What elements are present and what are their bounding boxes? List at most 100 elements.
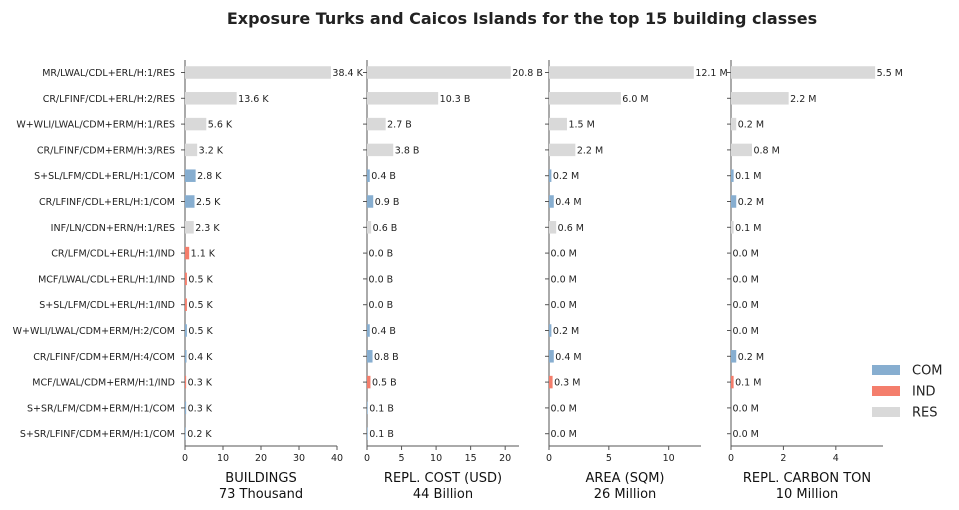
bar [731, 66, 876, 79]
legend: COM IND RES [872, 364, 943, 421]
bar [549, 350, 554, 363]
data-label: 0.5 K [188, 300, 213, 311]
category-label: CR/LFINF/CDL+ERL/H:1/COM [39, 197, 175, 208]
category-labels: MR/LWAL/CDL+ERL/H:1/RES CR/LFINF/CDL+ERL/… [13, 68, 175, 440]
bar [549, 92, 621, 105]
panel-1: 0 10 20 30 40 38.4 K 13.6 K 5.6 K 3.2 K 2.8 K 2.5 … [181, 60, 364, 502]
bar [367, 221, 372, 234]
bar [367, 324, 370, 337]
data-label: 0.0 B [369, 249, 394, 260]
bar [367, 117, 386, 131]
data-label: 5.6 K [208, 120, 233, 131]
bar [731, 350, 737, 363]
category-label: CR/LFINF/CDL+ERL/H:2/RES [43, 94, 175, 105]
x-tick-label: 0 [728, 453, 734, 464]
bar [549, 169, 552, 182]
x-axis-label: BUILDINGS [225, 471, 296, 486]
data-label: 0.6 M [558, 223, 584, 234]
bar [185, 117, 207, 131]
data-label: 0.9 B [375, 197, 400, 208]
bar [549, 375, 553, 389]
data-label: 20.8 B [512, 68, 543, 79]
legend-label-res: RES [912, 406, 938, 421]
data-label: 12.1 M [695, 68, 727, 79]
legend-label-com: COM [912, 364, 943, 379]
bar [367, 92, 439, 105]
bar [185, 169, 196, 182]
data-label: 0.3 M [554, 378, 580, 389]
bar [367, 195, 374, 208]
bar [549, 66, 694, 79]
x-tick-label: 15 [465, 453, 477, 464]
data-label: 0.6 B [373, 223, 398, 234]
x-tick-label: 4 [833, 453, 839, 464]
data-label: 0.2 M [738, 352, 764, 363]
data-label: 0.2 M [553, 326, 579, 337]
data-label: 0.0 M [551, 429, 577, 440]
data-label: 0.4 M [555, 197, 581, 208]
x-axis-label: REPL. COST (USD) [384, 471, 502, 486]
data-label: 0.8 B [374, 352, 399, 363]
bar [731, 169, 734, 182]
bar [367, 66, 511, 79]
bar [549, 221, 557, 234]
data-label: 0.5 B [372, 378, 397, 389]
bar [185, 298, 187, 311]
data-label: 0.1 M [735, 171, 761, 182]
x-tick-label: 10 [430, 453, 442, 464]
bar [185, 143, 198, 157]
data-label: 3.2 K [199, 145, 224, 156]
chart-title: Exposure Turks and Caicos Islands for th… [227, 9, 817, 28]
category-label: MCF/LWAL/CDM+ERM/H:1/IND [32, 378, 175, 389]
x-tick-label: 10 [217, 453, 229, 464]
bar [367, 401, 368, 415]
data-label: 0.5 K [188, 274, 213, 285]
data-label: 5.5 M [877, 68, 903, 79]
category-label: CR/LFINF/CDM+ERM/H:3/RES [37, 145, 175, 156]
panel-4: 0 2 4 5.5 M 2.2 M 0.2 M 0.8 M 0.1 M 0.2 M 0.1 M 0.… [727, 60, 903, 502]
category-label: W+WLI/LWAL/CDM+ERM/H:2/COM [13, 326, 175, 337]
category-label: S+SR/LFINF/CDM+ERM/H:1/COM [20, 429, 175, 440]
category-label: W+WLI/LWAL/CDM+ERM/H:1/RES [16, 120, 175, 131]
x-tick-label: 10 [663, 453, 675, 464]
category-label: MCF/LWAL/CDL+ERL/H:1/IND [38, 274, 175, 285]
bar [185, 221, 194, 234]
bar [367, 143, 394, 157]
x-tick-label: 5 [606, 453, 612, 464]
data-label: 0.2 M [553, 171, 579, 182]
bar [185, 92, 237, 105]
bar [185, 350, 187, 363]
x-tick-label: 0 [364, 453, 370, 464]
bar [731, 117, 737, 131]
panel-total-label: 10 Million [776, 487, 839, 502]
category-label: CR/LFINF/CDM+ERM/H:4/COM [33, 352, 175, 363]
data-label: 1.5 M [568, 120, 594, 131]
bar [185, 66, 331, 79]
bar [731, 143, 752, 157]
bar [185, 401, 187, 415]
data-label: 0.1 M [735, 378, 761, 389]
bar [185, 427, 186, 440]
legend-swatch-res [872, 407, 900, 417]
data-label: 0.2 M [738, 197, 764, 208]
data-label: 0.0 M [733, 429, 759, 440]
data-label: 0.0 M [551, 403, 577, 414]
x-tick-label: 40 [331, 453, 343, 464]
category-label: CR/LFM/CDL+ERL/H:1/IND [51, 249, 175, 260]
bar [367, 427, 368, 440]
data-label: 2.8 K [197, 171, 222, 182]
bar [549, 195, 554, 208]
panel-total-label: 44 Billion [413, 487, 473, 502]
x-tick-label: 20 [255, 453, 267, 464]
data-label: 0.1 B [369, 403, 394, 414]
x-tick-label: 5 [399, 453, 405, 464]
x-tick-label: 0 [546, 453, 552, 464]
data-label: 0.2 K [187, 429, 212, 440]
x-tick-label: 20 [499, 453, 511, 464]
legend-swatch-ind [872, 386, 900, 396]
bar [367, 350, 373, 363]
data-label: 0.0 M [733, 274, 759, 285]
bar [731, 92, 789, 105]
data-label: 0.0 B [369, 274, 394, 285]
